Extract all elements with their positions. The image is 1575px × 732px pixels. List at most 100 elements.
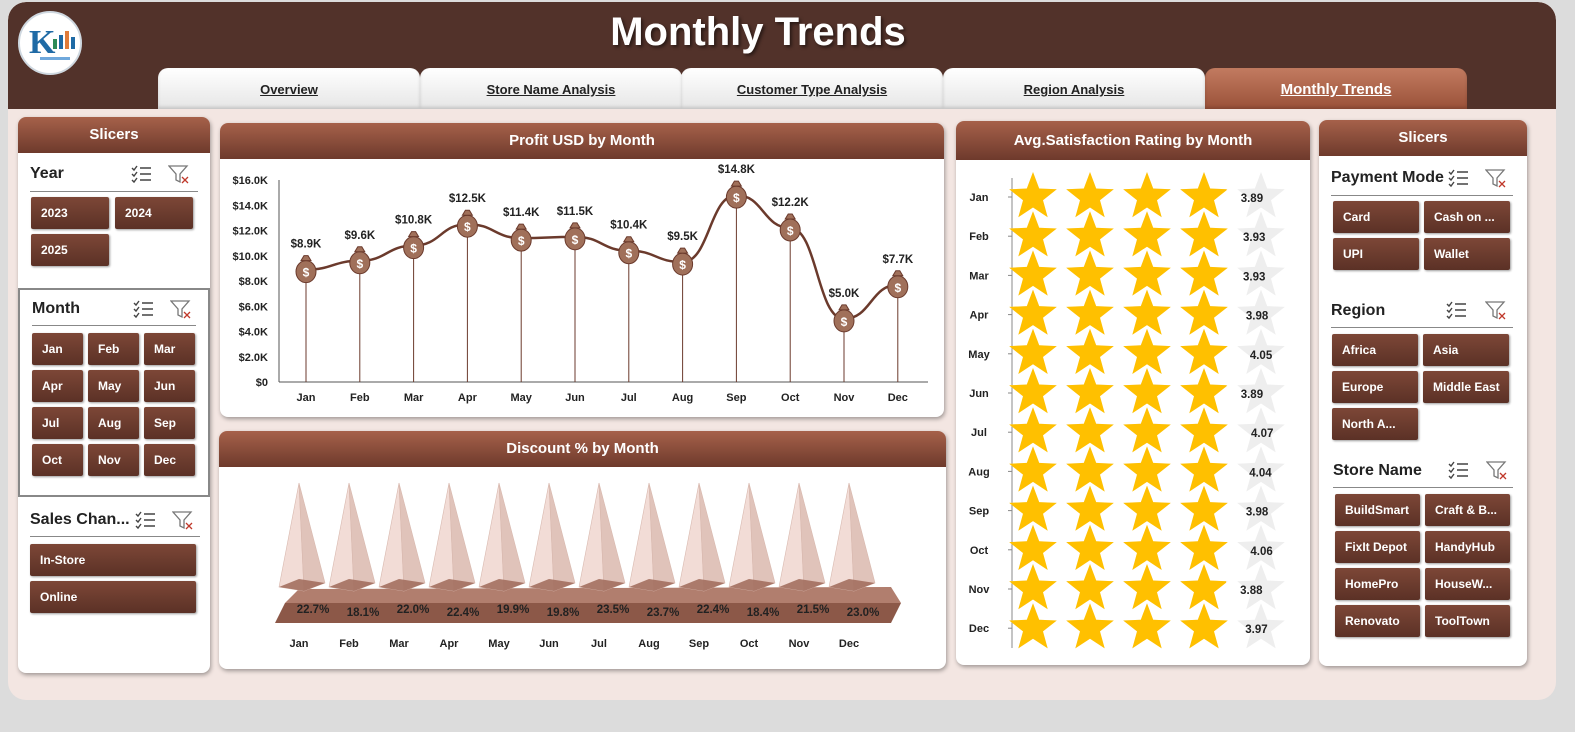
x-tick-label: Sep xyxy=(726,392,746,404)
y-tick-label: $14.0K xyxy=(233,200,269,212)
y-tick-label: Mar xyxy=(969,270,989,282)
slicer-store-renovato[interactable]: Renovato xyxy=(1335,605,1420,637)
x-tick-label: Nov xyxy=(789,638,811,650)
slicer-store-fixit-depot[interactable]: FixIt Depot xyxy=(1335,531,1420,563)
dashboard-frame: K Monthly Trends Overview Store Name Ana… xyxy=(8,2,1556,700)
y-tick-label: May xyxy=(968,349,990,361)
slicer-region-middle-east[interactable]: Middle East xyxy=(1423,371,1509,403)
slicer-store-tooltown[interactable]: ToolTown xyxy=(1425,605,1510,637)
tab-store-name-analysis[interactable]: Store Name Analysis xyxy=(420,68,682,109)
slicer-month-jun[interactable]: Jun xyxy=(144,370,195,402)
slicer-year-2025[interactable]: 2025 xyxy=(31,234,109,266)
slicer-payment-upi[interactable]: UPI xyxy=(1333,238,1419,270)
satisfaction-star-chart: Jan 3.89 Feb 3.93 Mar 3.93 Apr 3.98 May 4.05 Jun 3.… xyxy=(968,172,1285,649)
discount-pyramid xyxy=(528,482,576,592)
discount-pyramid xyxy=(428,482,476,592)
svg-text:$: $ xyxy=(733,191,740,205)
multi-select-icon[interactable] xyxy=(130,164,152,184)
slicer-month-nov[interactable]: Nov xyxy=(88,444,139,476)
y-tick-label: Feb xyxy=(969,231,989,243)
slicer-year-2024[interactable]: 2024 xyxy=(115,197,193,229)
slicer-month-feb[interactable]: Feb xyxy=(88,333,139,365)
slicer-store-housew-[interactable]: HouseW... xyxy=(1425,568,1510,600)
tab-customer-type-analysis[interactable]: Customer Type Analysis xyxy=(681,68,943,109)
slicer-store-craft-b-[interactable]: Craft & B... xyxy=(1425,494,1510,526)
slicer-month-sep[interactable]: Sep xyxy=(144,407,195,439)
discount-data-label: 22.4% xyxy=(697,604,730,616)
y-tick-label: $8.0K xyxy=(239,276,268,288)
slicer-month-may[interactable]: May xyxy=(88,370,139,402)
slicer-channel-in-store[interactable]: In-Store xyxy=(30,544,196,576)
clear-filter-icon[interactable] xyxy=(170,299,192,319)
rating-star-bar xyxy=(1009,328,1285,374)
y-tick-label: Apr xyxy=(970,310,990,322)
slicer-payment-cash[interactable]: Cash on ... xyxy=(1424,201,1510,233)
slicer-channel-online[interactable]: Online xyxy=(30,581,196,613)
rating-data-label: 3.97 xyxy=(1245,624,1267,636)
clear-filter-icon[interactable] xyxy=(168,164,190,184)
tab-overview[interactable]: Overview xyxy=(158,68,420,109)
discount-pyramid xyxy=(278,482,326,592)
slicer-store-handyhub[interactable]: HandyHub xyxy=(1425,531,1510,563)
discount-data-label: 23.5% xyxy=(597,604,630,616)
svg-text:$: $ xyxy=(679,258,686,272)
slicer-month-mar[interactable]: Mar xyxy=(144,333,195,365)
year-slicer-label: Year xyxy=(30,165,64,182)
multi-select-icon[interactable] xyxy=(1447,168,1469,188)
slicer-store-homepro[interactable]: HomePro xyxy=(1335,568,1420,600)
svg-text:$: $ xyxy=(787,224,794,238)
slicer-month-dec[interactable]: Dec xyxy=(144,444,195,476)
slicer-month-apr[interactable]: Apr xyxy=(32,370,83,402)
slicer-region-asia[interactable]: Asia xyxy=(1423,334,1509,366)
company-logo: K xyxy=(18,11,82,75)
tab-monthly-trends[interactable]: Monthly Trends xyxy=(1205,68,1467,109)
money-bag-marker: $ xyxy=(564,222,586,251)
x-tick-label: Jun xyxy=(539,638,559,650)
slicer-region-europe[interactable]: Europe xyxy=(1332,371,1418,403)
discount-pyramid xyxy=(328,482,376,592)
slicer-divider xyxy=(1331,195,1513,196)
money-bag-marker: $ xyxy=(887,270,909,299)
discount-data-label: 18.1% xyxy=(347,607,380,619)
svg-text:K: K xyxy=(29,24,56,61)
rating-star-bar xyxy=(1009,407,1285,453)
slicer-payment-wallet[interactable]: Wallet xyxy=(1424,238,1510,270)
rating-data-label: 4.05 xyxy=(1250,350,1273,362)
multi-select-icon[interactable] xyxy=(1445,300,1467,320)
x-tick-label: Jan xyxy=(297,392,316,404)
tab-region-analysis[interactable]: Region Analysis xyxy=(943,68,1205,109)
x-tick-label: Sep xyxy=(689,638,709,650)
discount-chart-title: Discount % by Month xyxy=(219,431,946,467)
slicer-payment-card[interactable]: Card xyxy=(1333,201,1419,233)
discount-pyramid-chart: 22.7% Jan 18.1% Feb 22.0% Mar 22.4% Apr 19.9% May… xyxy=(275,482,901,650)
slicer-region-north-america[interactable]: North A... xyxy=(1332,408,1418,440)
rating-data-label: 3.98 xyxy=(1246,507,1269,519)
rating-star-bar xyxy=(1009,564,1285,610)
x-tick-label: Oct xyxy=(740,638,759,650)
clear-filter-icon[interactable] xyxy=(1485,300,1507,320)
x-tick-label: Aug xyxy=(638,638,659,650)
y-tick-label: $4.0K xyxy=(239,327,268,339)
slicer-month-jan[interactable]: Jan xyxy=(32,333,83,365)
slicer-year-2023[interactable]: 2023 xyxy=(31,197,109,229)
slicer-month-aug[interactable]: Aug xyxy=(88,407,139,439)
profit-data-label: $11.4K xyxy=(503,207,540,219)
multi-select-icon[interactable] xyxy=(1447,460,1469,480)
multi-select-icon[interactable] xyxy=(134,510,156,530)
rating-star-bar xyxy=(1009,172,1285,218)
slicer-store-buildsmart[interactable]: BuildSmart xyxy=(1335,494,1420,526)
slicer-month-oct[interactable]: Oct xyxy=(32,444,83,476)
x-tick-label: Jun xyxy=(565,392,585,404)
clear-filter-icon[interactable] xyxy=(1486,460,1508,480)
y-tick-label: Nov xyxy=(969,584,991,596)
svg-text:$: $ xyxy=(356,257,363,271)
multi-select-icon[interactable] xyxy=(132,299,154,319)
slicer-divider xyxy=(1331,327,1513,328)
slicer-month-jul[interactable]: Jul xyxy=(32,407,83,439)
profit-data-label: $14.8K xyxy=(718,164,756,176)
y-tick-label: Jan xyxy=(970,192,989,204)
y-tick-label: Sep xyxy=(969,506,989,518)
clear-filter-icon[interactable] xyxy=(1485,168,1507,188)
clear-filter-icon[interactable] xyxy=(172,510,194,530)
slicer-region-africa[interactable]: Africa xyxy=(1332,334,1418,366)
